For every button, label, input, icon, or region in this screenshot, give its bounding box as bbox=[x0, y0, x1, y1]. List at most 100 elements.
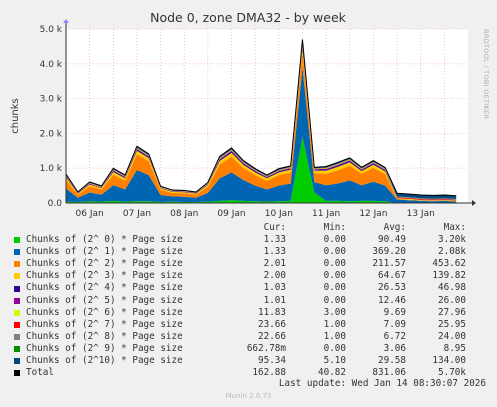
legend-max-value: 26.00 bbox=[438, 294, 466, 306]
x-tick-label: 06 Jan bbox=[76, 209, 104, 219]
legend-cur-value: 1.33 bbox=[263, 234, 286, 246]
legend-min-value: 0.00 bbox=[323, 258, 346, 270]
legend-min-value: 0.00 bbox=[323, 234, 346, 246]
legend-swatch bbox=[14, 285, 20, 292]
legend-swatch bbox=[14, 358, 20, 365]
legend-max-value: 139.82 bbox=[432, 270, 466, 282]
rrdtool-credit: RRDTOOL / TOBI OETIKER bbox=[482, 29, 490, 119]
legend-cur-value: 162.88 bbox=[252, 367, 286, 379]
legend-row: Chunks of (2^ 3) * Page size 2.00 0.00 64.6… bbox=[12, 270, 490, 282]
legend-series-name: Chunks of (2^ 7) * Page size bbox=[26, 318, 183, 330]
y-tick-label: 1.0 k bbox=[40, 164, 63, 174]
x-tick-label: 09 Jan bbox=[217, 209, 245, 219]
legend-swatch bbox=[14, 370, 20, 377]
legend-row: Chunks of (2^ 2) * Page size 2.01 0.00 211.… bbox=[12, 258, 490, 270]
legend-row: Chunks of (2^ 9) * Page size 662.78m 0.00 3… bbox=[12, 343, 490, 355]
y-axis-label: chunks bbox=[10, 98, 21, 134]
legend-max-value: 25.95 bbox=[438, 318, 466, 330]
header-avg: Avg: bbox=[383, 222, 406, 233]
legend-cur-value: 1.33 bbox=[263, 246, 286, 258]
legend: Cur: Min: Avg: Max: Chunks of (2^ 0) * P… bbox=[12, 222, 490, 379]
legend-row: Chunks of (2^ 1) * Page size 1.33 0.00 369.… bbox=[12, 246, 490, 258]
x-tick-label: 10 Jan bbox=[265, 209, 293, 219]
legend-row: Chunks of (2^ 6) * Page size 11.83 3.00 9.6… bbox=[12, 307, 490, 319]
legend-swatch bbox=[14, 237, 20, 244]
header-max: Max: bbox=[443, 222, 466, 233]
legend-max-value: 46.98 bbox=[438, 282, 466, 294]
legend-series-name: Chunks of (2^ 5) * Page size bbox=[26, 294, 183, 306]
legend-swatch bbox=[14, 345, 20, 352]
legend-swatch bbox=[14, 273, 20, 280]
legend-min-value: 1.00 bbox=[323, 330, 346, 342]
legend-series-name: Chunks of (2^ 2) * Page size bbox=[26, 258, 183, 270]
legend-max-value: 27.96 bbox=[438, 306, 466, 318]
legend-row: Chunks of (2^ 7) * Page size 23.66 1.00 7.0… bbox=[12, 319, 490, 331]
total-line bbox=[65, 39, 457, 197]
legend-row: Chunks of (2^ 0) * Page size 1.33 0.00 90.4… bbox=[12, 234, 490, 246]
x-tick-label: 12 Jan bbox=[359, 209, 387, 219]
legend-series-name: Chunks of (2^ 1) * Page size bbox=[26, 246, 183, 258]
legend-series-name: Total bbox=[26, 367, 54, 379]
legend-row: Chunks of (2^10) * Page size 95.34 5.10 29.… bbox=[12, 355, 490, 367]
header-cur: Cur: bbox=[263, 222, 286, 233]
legend-max-value: 24.00 bbox=[438, 330, 466, 342]
legend-avg-value: 90.49 bbox=[378, 234, 406, 246]
legend-avg-value: 7.09 bbox=[383, 318, 406, 330]
legend-row: Total 162.88 40.82 831.06 5.70k bbox=[12, 367, 490, 379]
munin-version: Munin 2.0.73 bbox=[225, 392, 272, 400]
y-tick-label: 5.0 k bbox=[40, 25, 63, 35]
x-tick-label: 11 Jan bbox=[312, 209, 340, 219]
legend-max-value: 2.08k bbox=[438, 246, 466, 258]
legend-max-value: 8.95 bbox=[443, 342, 466, 354]
legend-avg-value: 6.72 bbox=[383, 330, 406, 342]
legend-max-value: 134.00 bbox=[432, 355, 466, 367]
x-tick-label: 08 Jan bbox=[170, 209, 198, 219]
legend-min-value: 5.10 bbox=[323, 355, 346, 367]
legend-series-name: Chunks of (2^ 0) * Page size bbox=[26, 234, 183, 246]
legend-swatch bbox=[14, 321, 20, 328]
legend-series-name: Chunks of (2^ 3) * Page size bbox=[26, 270, 183, 282]
x-axis-arrow bbox=[472, 200, 476, 206]
legend-series-name: Chunks of (2^ 9) * Page size bbox=[26, 342, 183, 354]
y-tick-label: 3.0 k bbox=[40, 95, 63, 105]
legend-swatch bbox=[14, 261, 20, 268]
legend-avg-value: 369.20 bbox=[372, 246, 406, 258]
legend-cur-value: 1.01 bbox=[263, 294, 286, 306]
legend-cur-value: 2.00 bbox=[263, 270, 286, 282]
header-min: Min: bbox=[323, 222, 346, 233]
chart-title: Node 0, zone DMA32 - by week bbox=[150, 10, 347, 25]
legend-avg-value: 12.46 bbox=[378, 294, 406, 306]
legend-min-value: 3.00 bbox=[323, 306, 346, 318]
y-tick-label: 4.0 k bbox=[40, 60, 63, 70]
legend-min-value: 0.00 bbox=[323, 294, 346, 306]
legend-row: Chunks of (2^ 5) * Page size 1.01 0.00 12.4… bbox=[12, 295, 490, 307]
legend-avg-value: 831.06 bbox=[372, 367, 406, 379]
legend-cur-value: 662.78m bbox=[246, 342, 286, 354]
y-axis-arrow bbox=[63, 19, 69, 23]
legend-series-name: Chunks of (2^ 8) * Page size bbox=[26, 330, 183, 342]
legend-header: Cur: Min: Avg: Max: bbox=[12, 222, 490, 234]
legend-cur-value: 95.34 bbox=[258, 355, 286, 367]
legend-series-name: Chunks of (2^10) * Page size bbox=[26, 355, 183, 367]
legend-max-value: 5.70k bbox=[438, 367, 466, 379]
legend-cur-value: 22.66 bbox=[258, 330, 286, 342]
legend-swatch bbox=[14, 297, 20, 304]
legend-cur-value: 11.83 bbox=[258, 306, 286, 318]
legend-swatch bbox=[14, 309, 20, 316]
legend-avg-value: 3.06 bbox=[383, 342, 406, 354]
y-tick-label: 0.0 bbox=[48, 199, 63, 209]
legend-row: Chunks of (2^ 8) * Page size 22.66 1.00 6.7… bbox=[12, 331, 490, 343]
legend-avg-value: 9.69 bbox=[383, 306, 406, 318]
legend-cur-value: 23.66 bbox=[258, 318, 286, 330]
legend-max-value: 453.62 bbox=[432, 258, 466, 270]
legend-min-value: 0.00 bbox=[323, 342, 346, 354]
legend-swatch bbox=[14, 249, 20, 256]
legend-min-value: 0.00 bbox=[323, 246, 346, 258]
legend-avg-value: 26.53 bbox=[378, 282, 406, 294]
x-tick-label: 07 Jan bbox=[123, 209, 151, 219]
legend-avg-value: 211.57 bbox=[372, 258, 406, 270]
legend-min-value: 0.00 bbox=[323, 270, 346, 282]
legend-series-name: Chunks of (2^ 4) * Page size bbox=[26, 282, 183, 294]
legend-min-value: 0.00 bbox=[323, 282, 346, 294]
